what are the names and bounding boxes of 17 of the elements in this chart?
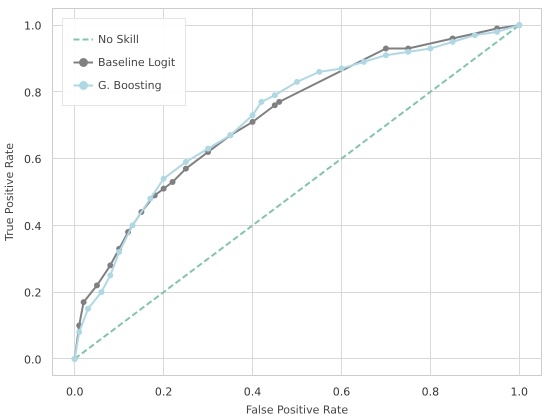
y-tick-label: 1.0	[24, 20, 42, 33]
x-tick-label: 0.4	[244, 386, 262, 398]
legend-label: Baseline Logit	[98, 56, 176, 68]
x-axis-title: False Positive Rate	[246, 404, 348, 416]
x-tick-label: 0.2	[154, 386, 172, 398]
y-tick-label: 0.6	[24, 153, 42, 166]
y-axis-title: True Positive Rate	[3, 142, 16, 242]
x-tick-label: 0.6	[332, 386, 350, 398]
legend-label: No Skill	[98, 32, 139, 46]
x-tick-label: 0.8	[422, 386, 440, 398]
y-tick-label: 0.0	[24, 353, 42, 366]
x-tick-label: 1.0	[510, 386, 528, 398]
x-tick-label: 0.0	[66, 386, 84, 398]
y-tick-label: 0.2	[24, 286, 42, 300]
legend-label: G. Boosting	[98, 78, 162, 92]
y-tick-label: 0.4	[24, 220, 42, 233]
y-tick-label: 0.8	[24, 86, 42, 100]
